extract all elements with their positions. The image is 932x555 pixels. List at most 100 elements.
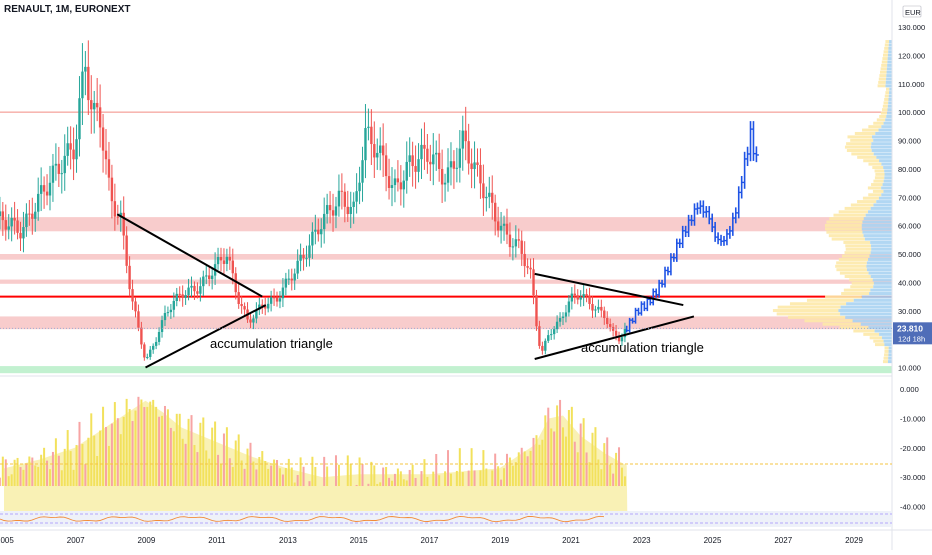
candle-body xyxy=(331,210,335,216)
candle-body xyxy=(25,213,28,228)
oscillator-bar xyxy=(187,418,190,487)
candle-body xyxy=(54,163,58,166)
oscillator-bar xyxy=(541,439,544,487)
oscillator-bar xyxy=(514,462,517,487)
price-tick-label: 30.000 xyxy=(898,307,921,316)
candle-body xyxy=(467,141,470,164)
candle-body xyxy=(60,173,63,175)
oscillator-bar xyxy=(414,477,417,487)
oscillator-bar xyxy=(264,461,267,487)
oscillator-bar xyxy=(169,427,172,487)
oscillator-bar xyxy=(149,401,152,487)
candle-body xyxy=(337,190,341,207)
oscillator-bar xyxy=(323,456,326,487)
candle-body xyxy=(163,312,167,321)
oscillator-bar xyxy=(54,438,57,487)
candle-body xyxy=(567,301,571,313)
volume-profile-bar-blue xyxy=(879,332,892,336)
oscillator-bar xyxy=(184,443,187,487)
candle-body xyxy=(579,297,582,300)
candle-body xyxy=(555,321,559,330)
candle-body xyxy=(37,193,40,212)
price-tick-label: 10.000 xyxy=(898,364,921,373)
volume-profile-bar-blue xyxy=(885,80,892,84)
candle-body xyxy=(417,159,420,172)
oscillator-bar xyxy=(497,466,500,487)
candle-body xyxy=(45,191,49,196)
oscillator-bar xyxy=(90,413,93,487)
osc-tick-label: 0.000 xyxy=(900,385,919,394)
oscillator-bar xyxy=(69,451,72,487)
candle-body xyxy=(128,265,131,290)
oscillator-bar xyxy=(172,431,175,487)
oscillator-bar xyxy=(222,433,225,487)
volume-profile-bar-yellow xyxy=(874,343,885,347)
oscillator-bar xyxy=(278,468,281,487)
oscillator-bar xyxy=(582,418,585,487)
volume-profile-bar-yellow xyxy=(882,104,888,108)
time-tick-label: 2011 xyxy=(208,536,226,545)
bottom-pane xyxy=(0,511,892,527)
oscillator-bar xyxy=(334,455,337,487)
candle-body xyxy=(390,185,394,188)
candle-body xyxy=(87,66,90,101)
candle-body xyxy=(31,213,34,219)
volume-profile-bar-yellow xyxy=(846,142,872,146)
oscillator-bar xyxy=(505,453,508,487)
price-tick-label: 110.000 xyxy=(898,80,925,89)
volume-profile-bar-blue xyxy=(888,353,892,357)
oscillator-bar xyxy=(447,450,450,487)
oscillator-bar xyxy=(296,475,299,487)
oscillator-bar xyxy=(246,448,249,487)
volume-profile-bar-blue xyxy=(871,247,892,251)
oscillator-bar xyxy=(4,459,7,487)
oscillator-bar xyxy=(308,481,311,487)
oscillator-bar xyxy=(358,457,361,487)
volume-profile-bar-blue xyxy=(888,46,892,50)
candle-body xyxy=(384,155,388,177)
oscillator-bar xyxy=(603,443,606,487)
candle-body xyxy=(63,155,66,174)
volume-profile-bar-blue xyxy=(838,309,892,313)
volume-profile-bar-blue xyxy=(862,230,892,234)
oscillator-bar xyxy=(479,470,482,487)
volume-profile-bar-yellow xyxy=(836,261,867,265)
price-tick-label: 60.000 xyxy=(898,222,921,231)
volume-profile-bar-yellow xyxy=(882,57,888,61)
candle-body xyxy=(178,293,181,295)
oscillator-bar xyxy=(570,406,573,487)
candle-body xyxy=(140,327,143,345)
zone-1 xyxy=(0,254,892,260)
candle-body xyxy=(19,232,22,239)
candle-body xyxy=(134,301,137,312)
volume-profile-bar-yellow xyxy=(824,223,862,227)
oscillator-bar xyxy=(556,405,559,487)
oscillator-bar xyxy=(520,447,523,487)
oscillator-bar xyxy=(255,469,258,487)
candle-body xyxy=(328,205,332,211)
volume-profile-bar-blue xyxy=(884,176,892,180)
oscillator-bar xyxy=(423,459,426,487)
oscillator-bar xyxy=(161,415,164,487)
candle-body xyxy=(411,155,414,167)
volume-profile-bar-yellow xyxy=(883,356,889,360)
volume-profile-bar-blue xyxy=(886,70,892,74)
volume-profile-bar-blue xyxy=(881,193,892,197)
candle-body xyxy=(237,292,240,304)
candle-body xyxy=(314,229,317,232)
candle-body xyxy=(423,144,426,149)
candle-body xyxy=(502,223,506,226)
oscillator-bar xyxy=(311,456,314,487)
oscillator-bar xyxy=(361,464,364,487)
volume-profile-bar-yellow xyxy=(884,353,889,357)
oscillator-bar xyxy=(535,435,538,487)
candle-body xyxy=(381,145,385,156)
volume-profile-bar-yellow xyxy=(874,176,885,180)
oscillator-bar xyxy=(591,432,594,487)
candle-body xyxy=(446,167,450,183)
volume-profile-bar-yellow xyxy=(868,193,882,197)
candle-body xyxy=(396,178,400,183)
candle-body xyxy=(228,256,232,261)
volume-profile-bar-yellow xyxy=(873,179,884,183)
